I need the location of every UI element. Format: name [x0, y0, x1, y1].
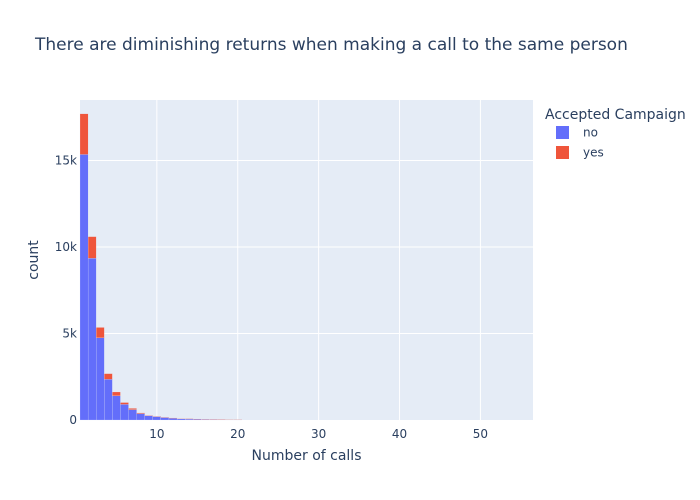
- bar-no-3: [96, 337, 105, 421]
- x-axis-title: Number of calls: [252, 448, 362, 464]
- bar-no-6: [120, 404, 129, 421]
- bar-yes-4: [104, 373, 113, 380]
- chart-title: There are diminishing returns when makin…: [34, 35, 628, 55]
- bars: [79, 113, 242, 421]
- bar-no-10: [152, 416, 161, 421]
- bar-yes-7: [128, 408, 137, 410]
- bar-no-2: [87, 258, 97, 421]
- bar-no-4: [104, 379, 113, 421]
- x-tick-label: 20: [230, 427, 245, 441]
- legend-title: Accepted Campaign: [545, 107, 686, 123]
- x-tick-label: 30: [311, 427, 326, 441]
- bar-yes-6: [120, 402, 129, 405]
- bar-no-1: [79, 154, 89, 421]
- y-axis-title: count: [26, 240, 42, 280]
- bar-no-9: [144, 415, 153, 421]
- legend-swatch-yes: [556, 146, 569, 159]
- bar-yes-3: [96, 327, 105, 338]
- bar-no-5: [112, 395, 121, 421]
- y-tick-label: 15k: [55, 154, 77, 168]
- legend-label-no: no: [583, 126, 598, 140]
- legend: Accepted Campaign no yes: [545, 107, 686, 160]
- bar-no-8: [136, 413, 145, 421]
- plot-area: [80, 100, 533, 420]
- bar-yes-8: [136, 412, 145, 414]
- bar-yes-2: [87, 236, 97, 259]
- y-tick-label: 10k: [55, 240, 77, 254]
- y-axis: 0 5k 10k 15k: [55, 154, 77, 427]
- bar-no-11: [160, 417, 170, 421]
- bar-no-7: [128, 409, 137, 421]
- legend-label-yes: yes: [583, 146, 604, 160]
- gridlines: [80, 100, 533, 420]
- x-tick-label: 40: [392, 427, 407, 441]
- x-axis: 10 20 30 40 50: [149, 427, 488, 441]
- y-tick-label: 5k: [62, 327, 77, 341]
- bar-yes-1: [79, 113, 89, 155]
- x-tick-label: 10: [149, 427, 164, 441]
- bar-yes-5: [112, 391, 121, 396]
- x-tick-label: 50: [473, 427, 488, 441]
- y-tick-label: 0: [69, 413, 77, 427]
- legend-swatch-no: [556, 126, 569, 139]
